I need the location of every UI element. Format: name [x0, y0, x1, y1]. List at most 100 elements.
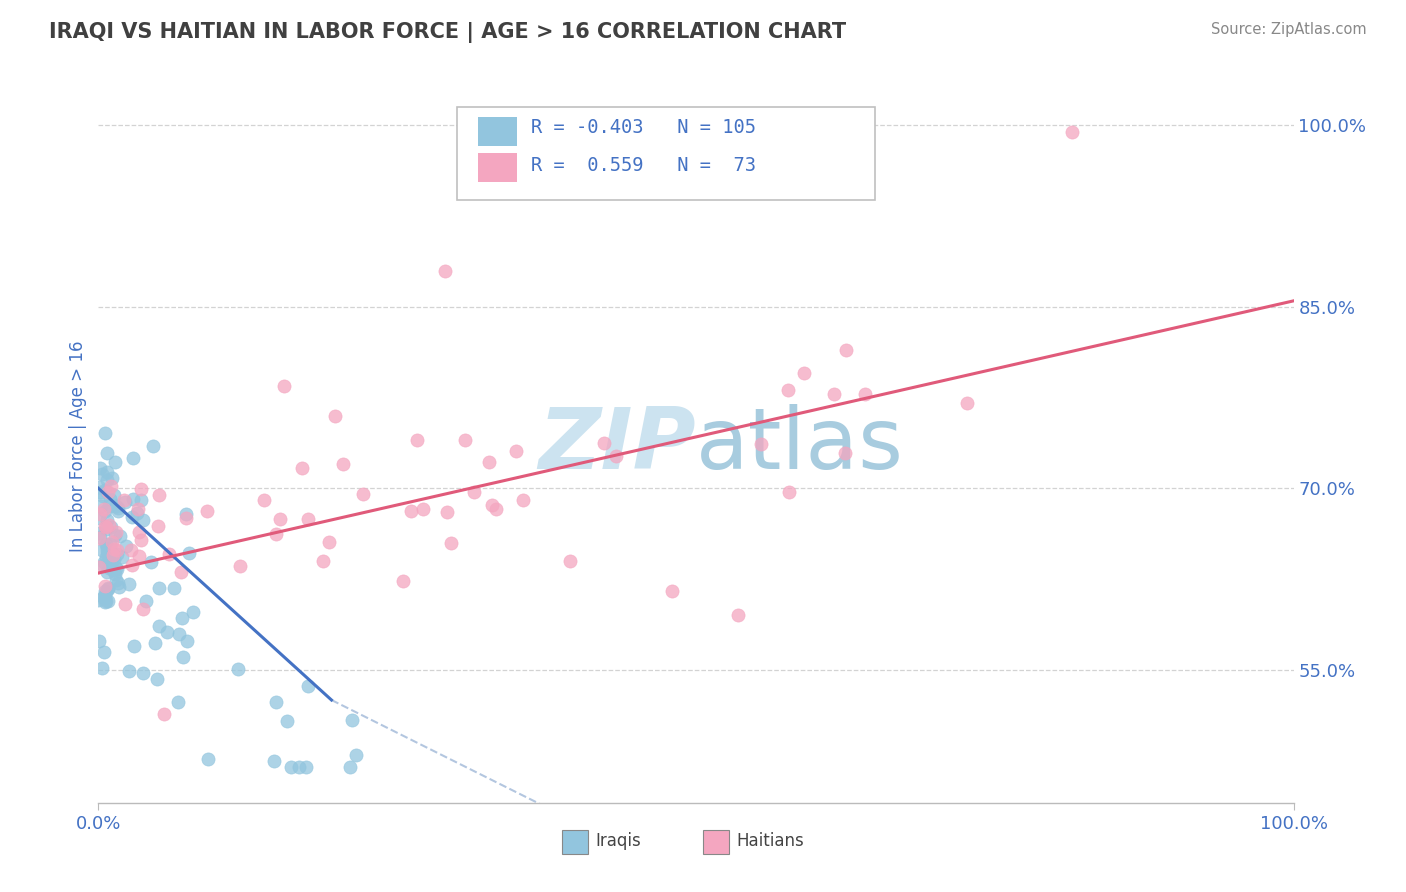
Point [141, 555, 163, 569]
Point [339, 759, 361, 773]
Point [166, 695, 188, 709]
Point [156, 624, 179, 639]
Point [100, 552, 122, 566]
Point [132, 602, 155, 616]
Point [142, 439, 165, 453]
Point [89, 461, 111, 475]
Point [94, 585, 117, 599]
Text: atlas: atlas [696, 404, 904, 488]
Point [174, 511, 197, 525]
Point [97, 594, 120, 608]
Point [93, 555, 115, 569]
Text: R =  0.559   N =  73: R = 0.559 N = 73 [531, 156, 756, 175]
Point [131, 492, 153, 507]
Point [146, 672, 169, 686]
Point [312, 554, 335, 568]
Point [97, 485, 120, 500]
Point [89, 485, 111, 500]
Point [793, 367, 815, 381]
Point [823, 387, 845, 401]
Point [93, 504, 115, 518]
Point [297, 512, 319, 526]
Point [122, 639, 145, 653]
Point [96, 446, 118, 460]
Point [778, 485, 800, 500]
Point [128, 549, 150, 563]
Point [434, 263, 457, 277]
Point [94, 591, 117, 605]
Point [96, 549, 118, 564]
Point [162, 581, 184, 595]
Point [98, 499, 121, 513]
Point [195, 504, 218, 518]
Point [118, 576, 141, 591]
Point [332, 457, 354, 471]
Point [87, 510, 110, 524]
Point [103, 488, 125, 502]
Point [98, 491, 121, 506]
Text: ZIP: ZIP [538, 404, 696, 488]
Point [97, 581, 120, 595]
Point [107, 504, 129, 518]
Point [340, 713, 363, 727]
Point [104, 455, 127, 469]
Point [108, 580, 131, 594]
Point [264, 526, 287, 541]
Point [505, 444, 527, 458]
Point [134, 594, 156, 608]
Point [103, 541, 125, 556]
Point [143, 636, 166, 650]
Point [104, 574, 127, 588]
Point [101, 535, 124, 549]
Point [661, 584, 683, 599]
Point [412, 502, 434, 516]
Point [132, 512, 155, 526]
Point [263, 754, 285, 768]
Point [288, 759, 311, 773]
Point [276, 714, 298, 728]
Point [108, 529, 131, 543]
Point [98, 536, 121, 550]
Point [436, 505, 458, 519]
Point [157, 547, 180, 561]
Point [107, 500, 129, 515]
Text: IRAQI VS HAITIAN IN LABOR FORCE | AGE > 16 CORRELATION CHART: IRAQI VS HAITIAN IN LABOR FORCE | AGE > … [49, 22, 846, 44]
Point [148, 619, 170, 633]
Point [406, 433, 429, 447]
Point [115, 539, 138, 553]
Point [1062, 124, 1084, 138]
Point [96, 543, 118, 558]
FancyBboxPatch shape [478, 153, 517, 182]
Point [264, 695, 287, 709]
Point [93, 502, 115, 516]
Point [295, 759, 318, 773]
Point [297, 679, 319, 693]
Point [105, 543, 128, 558]
Point [170, 611, 193, 625]
Point [96, 513, 118, 527]
Text: R = -0.403   N = 105: R = -0.403 N = 105 [531, 118, 756, 136]
Point [454, 434, 477, 448]
Point [91, 558, 114, 572]
Point [96, 541, 118, 556]
Point [100, 520, 122, 534]
Point [229, 558, 252, 573]
Point [121, 450, 143, 465]
Point [87, 531, 110, 545]
Point [118, 664, 141, 678]
Point [121, 509, 143, 524]
Point [560, 554, 582, 568]
Point [128, 525, 150, 540]
Point [280, 759, 302, 773]
Point [101, 563, 124, 577]
Point [391, 574, 413, 589]
Point [101, 548, 124, 562]
Point [94, 483, 117, 498]
Point [727, 608, 749, 623]
Point [463, 484, 485, 499]
Point [89, 480, 111, 494]
Point [121, 558, 143, 573]
Point [98, 518, 121, 533]
FancyBboxPatch shape [703, 830, 730, 855]
Point [478, 455, 501, 469]
